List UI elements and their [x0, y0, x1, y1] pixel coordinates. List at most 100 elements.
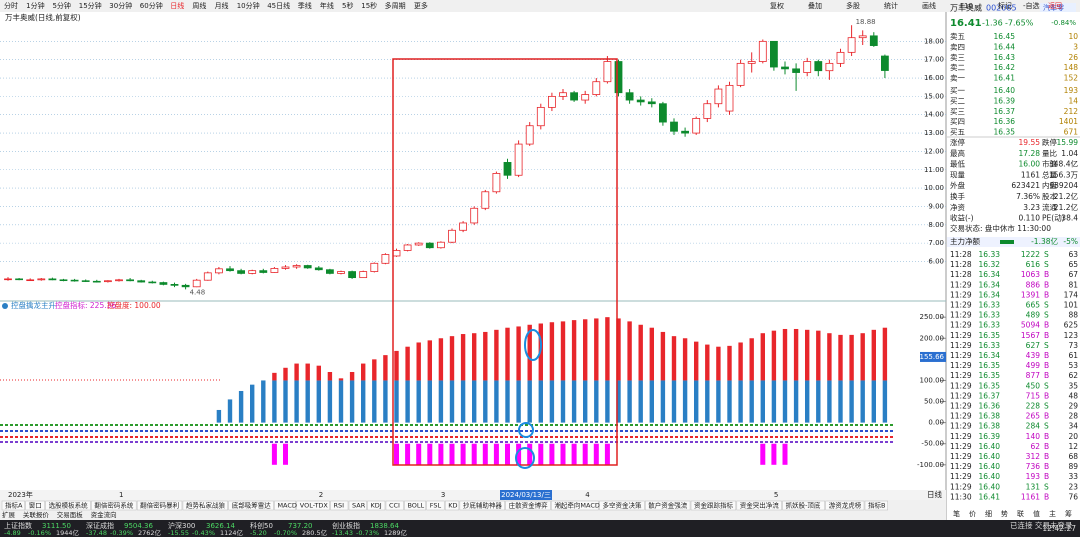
period-tab[interactable]: 5分钟: [52, 1, 70, 10]
indicator-tab[interactable]: 翻倍密码系统: [94, 501, 134, 510]
index-value: 9504.36: [124, 522, 153, 530]
indicator-tab[interactable]: 底部吸筹雷达: [232, 501, 272, 510]
tick-price: 16.41: [979, 492, 1001, 501]
bar-base: [216, 409, 222, 423]
period-tab[interactable]: 周线: [192, 1, 206, 10]
tool-button[interactable]: F10: [960, 2, 973, 10]
candle-body: [881, 55, 889, 71]
tick-price: 16.34: [979, 280, 1001, 289]
period-tab[interactable]: 5秒: [342, 1, 353, 10]
tool-button[interactable]: 多股: [846, 1, 860, 10]
indicator-tab[interactable]: 庄散资金博弈: [509, 501, 549, 510]
period-tab[interactable]: 45日线: [267, 1, 290, 10]
tick-price: 16.40: [979, 472, 1001, 481]
panel-button[interactable]: 价: [969, 510, 976, 518]
indicator-tab[interactable]: 游资龙虎榜: [829, 501, 862, 510]
bar-top: [460, 334, 466, 381]
bar-base: [261, 380, 266, 423]
book-volume: 193: [1064, 86, 1079, 95]
flow-bar: [1000, 240, 1014, 244]
bar-base: [727, 380, 732, 423]
tool-button[interactable]: -自选: [1023, 1, 1040, 10]
indicator-tab[interactable]: 潮起牵向MACD: [554, 501, 599, 510]
panel-button[interactable]: 值: [1033, 509, 1040, 518]
indicator-tab[interactable]: 窗口: [29, 501, 42, 510]
period-tab[interactable]: 月线: [215, 1, 229, 10]
indicator-tab[interactable]: KD: [448, 502, 457, 510]
period-tab[interactable]: 年线: [320, 1, 334, 10]
bar-top: [516, 326, 521, 381]
book-volume: 148: [1064, 63, 1079, 72]
panel-button[interactable]: 联: [1017, 509, 1024, 518]
panel-button[interactable]: 筹: [1065, 509, 1072, 518]
tool-button[interactable]: 统计: [884, 1, 898, 10]
indicator-tab[interactable]: 选股模板系统: [49, 501, 89, 510]
period-tab[interactable]: 10分钟: [237, 1, 260, 10]
indicator-tab[interactable]: 指标A: [5, 501, 23, 510]
tool-button[interactable]: 标记: [998, 1, 1012, 10]
panel-tab[interactable]: 关联报价: [23, 510, 49, 519]
tool-button[interactable]: 返回: [1048, 2, 1062, 10]
period-tab[interactable]: 更多: [414, 1, 428, 10]
tick-count: 28: [1068, 412, 1078, 421]
period-tab[interactable]: 分时: [4, 1, 18, 10]
period-tab[interactable]: 多周期: [385, 1, 406, 10]
tick-count: 62: [1068, 371, 1078, 380]
signal-bar: [416, 443, 422, 465]
period-tab[interactable]: 1分钟: [26, 1, 44, 10]
signal-bar: [482, 443, 488, 465]
period-tab[interactable]: 15秒: [361, 1, 377, 10]
indicator-tab[interactable]: 翻倍密码暴利: [140, 501, 179, 510]
tick-price: 16.39: [979, 432, 1001, 441]
tool-button[interactable]: 画线: [922, 1, 936, 10]
indicator-tab[interactable]: BOLL: [407, 502, 424, 510]
bar-top: [616, 318, 621, 381]
tick-volume: 312: [1026, 452, 1041, 461]
indicator-tab[interactable]: 趋势私家战狼: [186, 501, 226, 510]
period-tab[interactable]: 日线: [170, 1, 184, 10]
panel-tab[interactable]: 扩展: [2, 510, 16, 519]
indicator-tab[interactable]: 指标B: [868, 501, 885, 510]
indicator-tab[interactable]: MACD: [277, 502, 296, 510]
panel-button[interactable]: 势: [1001, 509, 1008, 518]
bar-top: [682, 338, 688, 381]
panel-tab[interactable]: 交易面板: [57, 510, 83, 519]
panel-button[interactable]: 主: [1049, 509, 1056, 518]
stat-label: 最低: [950, 159, 965, 169]
tick-count: 174: [1064, 290, 1079, 299]
tool-button[interactable]: 叠加: [808, 1, 822, 10]
index-amount: 1289亿: [384, 528, 408, 537]
stat-label: 换手: [950, 191, 965, 201]
tick-volume: 736: [1026, 462, 1041, 471]
panel-tab[interactable]: 资金流向: [91, 510, 117, 519]
indicator-tab[interactable]: 多空资金决策: [603, 501, 643, 510]
indicator-tab[interactable]: CCI: [389, 502, 400, 510]
indicator-tab[interactable]: 资金跟踪指标: [694, 501, 734, 510]
signal-bar: [549, 443, 555, 465]
tool-button[interactable]: 复权: [770, 1, 784, 10]
period-tab[interactable]: 15分钟: [79, 1, 102, 10]
panel-button[interactable]: 细: [985, 509, 992, 518]
period-tab[interactable]: 季线: [298, 1, 312, 10]
indicator-tab[interactable]: RSI: [334, 502, 345, 510]
bar-base: [849, 380, 854, 423]
period-tab[interactable]: 30分钟: [109, 1, 132, 10]
x-tick-label: 2023年: [8, 490, 33, 499]
indicator-tab[interactable]: 资金突出净流: [740, 501, 780, 510]
candle-body: [59, 279, 68, 282]
indicator-tab[interactable]: 抓妖股-顶底: [786, 501, 821, 510]
indicator-tab[interactable]: SAR: [352, 502, 366, 510]
bar-base: [793, 380, 799, 423]
indicator-tab[interactable]: FSL: [430, 502, 442, 510]
bar-top: [816, 330, 821, 381]
stat-label: 流通: [1042, 202, 1058, 212]
panel-button[interactable]: 笔: [953, 509, 960, 518]
candle-body: [614, 61, 623, 94]
period-tab[interactable]: 60分钟: [140, 1, 163, 10]
indicator-tab[interactable]: VOL-TDX: [300, 502, 329, 510]
y-tick-label: 14.00: [924, 111, 944, 119]
indicator-tab[interactable]: 抄底辅助神器: [463, 501, 503, 510]
indicator-tab[interactable]: 散户资金强流: [648, 501, 688, 510]
tick-price: 16.38: [979, 422, 1001, 431]
indicator-tab[interactable]: KDJ: [370, 502, 381, 510]
